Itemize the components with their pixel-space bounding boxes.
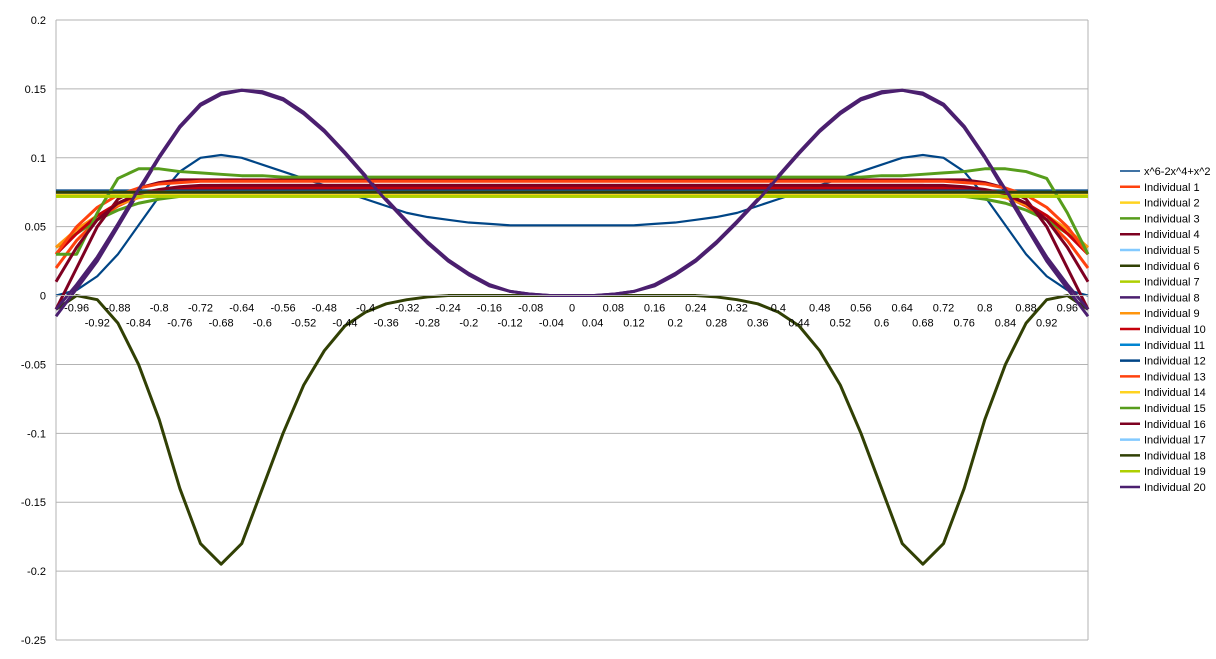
x-tick-label: 0.72 [933, 303, 954, 315]
x-tick-label: 0.12 [623, 318, 644, 330]
legend-label: Individual 7 [1144, 277, 1200, 289]
y-tick-label: 0 [40, 291, 46, 303]
series-line [56, 167, 1090, 256]
x-tick-label: 0.08 [603, 303, 624, 315]
x-tick-label: 0.84 [995, 318, 1016, 330]
legend-label: Individual 10 [1144, 324, 1206, 336]
legend-label: Individual 5 [1144, 245, 1200, 257]
x-tick-label: -0.16 [477, 303, 502, 315]
x-tick-label: -0.76 [167, 318, 192, 330]
x-tick-label: 0.44 [788, 318, 809, 330]
x-tick-label: -0.92 [85, 318, 110, 330]
legend-label: Individual 17 [1144, 435, 1206, 447]
x-tick-label: 0.68 [912, 318, 933, 330]
legend-label: Individual 3 [1144, 213, 1200, 225]
x-tick-label: -0.04 [539, 318, 564, 330]
legend-label: Individual 1 [1144, 182, 1200, 194]
x-tick-label: 0.48 [809, 303, 830, 315]
x-tick-label: -0.36 [374, 318, 399, 330]
x-tick-label: 0.2 [668, 318, 683, 330]
legend-label: Individual 8 [1144, 292, 1200, 304]
x-tick-label: 0.52 [830, 318, 851, 330]
legend-label: Individual 4 [1144, 229, 1200, 241]
x-tick-label: 0.24 [685, 303, 706, 315]
x-tick-label: -0.52 [291, 318, 316, 330]
x-tick-label: 0.76 [953, 318, 974, 330]
x-tick-label: -0.8 [150, 303, 169, 315]
x-tick-label: -0.72 [188, 303, 213, 315]
x-tick-label: -0.2 [459, 318, 478, 330]
x-tick-label: 0.6 [874, 318, 889, 330]
legend-label: Individual 13 [1144, 371, 1206, 383]
x-tick-label: 0.88 [1015, 303, 1036, 315]
y-tick-label: -0.05 [21, 359, 46, 371]
x-tick-label: 0.16 [644, 303, 665, 315]
y-axis-ticks: 0.2 0.15 0.1 0.05 0 -0.05 -0.1 -0.15 -0.2 -0.25 [21, 15, 46, 647]
legend-label: x^6-2x^4+x^2 [1144, 166, 1211, 178]
x-tick-label: -0.68 [209, 318, 234, 330]
x-tick-label: -0.28 [415, 318, 440, 330]
x-tick-label: -0.48 [312, 303, 337, 315]
series-line [54, 179, 1090, 256]
x-tick-label: -0.32 [394, 303, 419, 315]
legend-label: Individual 16 [1144, 419, 1206, 431]
x-tick-label: -0.24 [436, 303, 461, 315]
y-tick-label: -0.15 [21, 497, 46, 509]
x-tick-label: -0.64 [229, 303, 254, 315]
x-tick-label: -0.6 [253, 318, 272, 330]
grid-lines [55, 19, 1089, 641]
x-tick-label: -0.12 [498, 318, 523, 330]
x-tick-label: -0.88 [105, 303, 130, 315]
series-line [55, 153, 1089, 297]
series-lines [54, 88, 1090, 566]
x-tick-label: 0.8 [977, 303, 992, 315]
x-tick-label: -0.96 [64, 303, 89, 315]
x-tick-label: -0.4 [356, 303, 375, 315]
x-tick-label: 0.32 [726, 303, 747, 315]
y-tick-label: 0.1 [31, 153, 46, 165]
y-tick-label: -0.25 [21, 635, 46, 647]
legend-label: Individual 2 [1144, 198, 1200, 210]
x-tick-label: 0.28 [706, 318, 727, 330]
x-tick-label: -0.08 [518, 303, 543, 315]
legend-label: Individual 18 [1144, 450, 1206, 462]
x-tick-label: -0.84 [126, 318, 151, 330]
x-tick-label: 0 [569, 303, 575, 315]
y-tick-label: 0.15 [25, 84, 46, 96]
series-line [54, 183, 1090, 283]
legend-label: Individual 15 [1144, 403, 1206, 415]
legend-label: Individual 9 [1144, 308, 1200, 320]
x-tick-label: 0.64 [892, 303, 913, 315]
x-tick-label: 0.04 [582, 318, 603, 330]
legend: x^6-2x^4+x^2 Individual 1 Individual 2 Indi… [1120, 166, 1211, 494]
y-tick-label: 0.05 [25, 222, 46, 234]
x-tick-label: 0.36 [747, 318, 768, 330]
legend-label: Individual 11 [1144, 340, 1205, 352]
x-tick-label: 0.92 [1036, 318, 1057, 330]
x-tick-label: 0.96 [1057, 303, 1078, 315]
legend-label: Individual 20 [1144, 482, 1206, 494]
x-axis: -0.96 -0.88 -0.8 -0.72 -0.64 -0.56 -0.48 -0.4 -0… [56, 295, 1088, 330]
y-tick-label: -0.1 [27, 428, 46, 440]
y-tick-label: 0.2 [31, 15, 46, 27]
legend-label: Individual 19 [1144, 466, 1206, 478]
x-tick-label: 0.4 [771, 303, 786, 315]
y-tick-label: -0.2 [27, 566, 46, 578]
legend-label: Individual 14 [1144, 387, 1206, 399]
legend-label: Individual 12 [1144, 356, 1206, 368]
x-tick-label: 0.56 [850, 303, 871, 315]
legend-label: Individual 6 [1144, 261, 1200, 273]
x-tick-label: -0.44 [332, 318, 357, 330]
series-line [54, 186, 1090, 256]
x-tick-label: -0.56 [271, 303, 296, 315]
